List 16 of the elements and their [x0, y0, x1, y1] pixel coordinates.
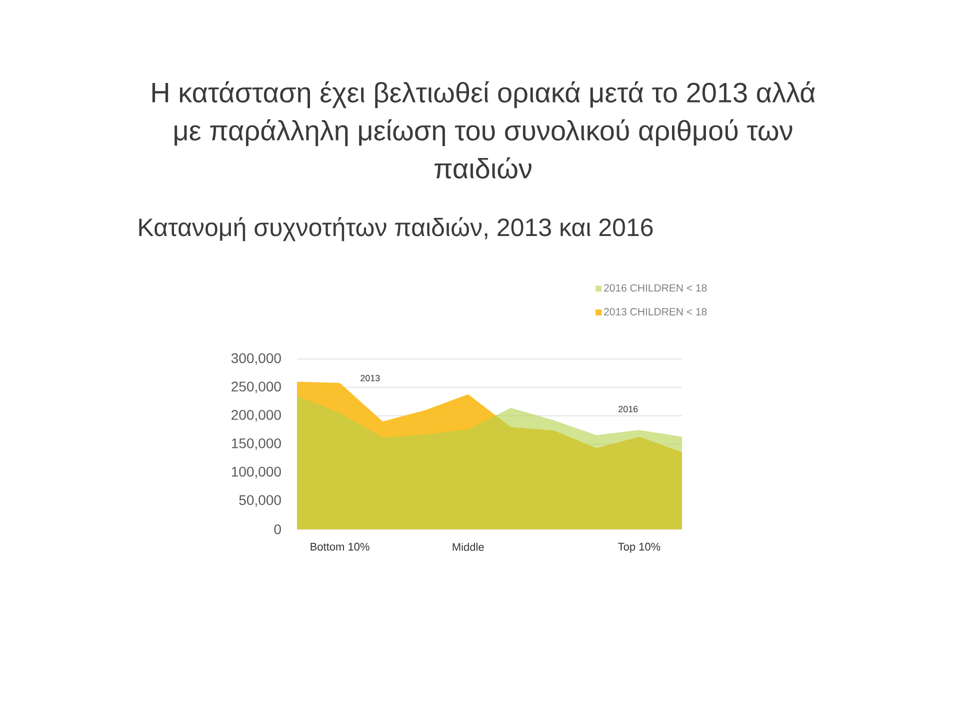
chart-title: Η κατάσταση έχει βελτιωθεί οριακά μετά το 2013 αλλά με παράλληλη μείωση του συνολικού αριθμού των παιδιών: [152, 81, 816, 179]
x-tick-label: Middle: [452, 542, 484, 551]
y-tick-label: 250,000: [232, 382, 281, 394]
y-tick-label: 150,000: [232, 438, 281, 450]
legend-label: 2013 CHILDREN < 18: [604, 308, 707, 316]
x-tick-label: Bottom 10%: [310, 542, 370, 551]
x-tick-label: Top 10%: [618, 542, 660, 553]
chart-subtitle: Κατανομή συχνοτήτων παιδιών, 2013 και 2016: [139, 217, 653, 242]
y-tick-label: 50,000: [239, 495, 281, 507]
y-tick-label: 100,000: [232, 466, 281, 478]
annotation: 2016: [618, 406, 638, 412]
annotation: 2013: [360, 374, 380, 382]
y-tick-label: 0: [274, 524, 281, 534]
legend-label: 2016 CHILDREN < 18: [604, 284, 707, 292]
y-tick-label: 200,000: [232, 410, 281, 422]
y-tick-label: 300,000: [231, 353, 281, 365]
